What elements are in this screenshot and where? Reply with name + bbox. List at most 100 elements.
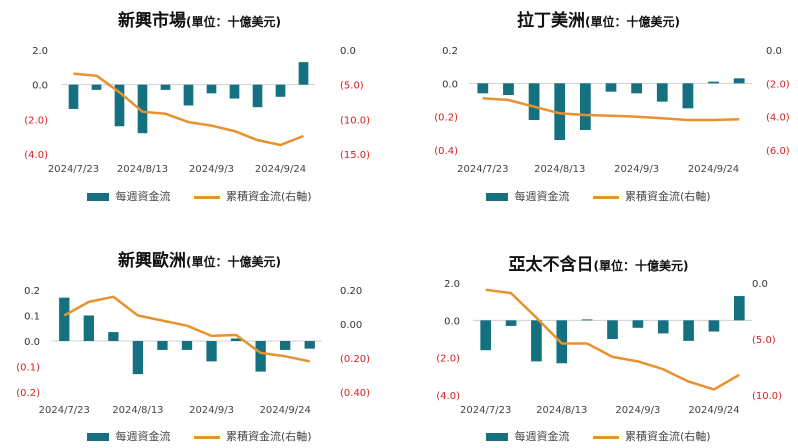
chart-legend: 每週資金流 累積資金流(右軸)	[0, 428, 399, 444]
x-axis-tick-label: 2024/7/23	[39, 405, 90, 416]
x-axis-tick-label: 2024/7/23	[48, 164, 99, 175]
chart-title-unit: (單位：十億美元)	[593, 259, 689, 273]
weekly-flow-bar	[733, 296, 745, 321]
legend-label-cumulative: 累積資金流(右軸)	[624, 190, 711, 203]
weekly-flow-bar	[181, 341, 193, 350]
cumulative-flow-line	[63, 295, 310, 363]
right-axis-tick-label: 0.0	[766, 46, 782, 57]
weekly-flow-bar	[607, 320, 618, 339]
weekly-flow-bar	[137, 84, 148, 134]
left-axis-tick-label: 0.0	[32, 81, 48, 92]
weekly-flow-bar	[657, 320, 669, 334]
cumulative-flow-line	[482, 97, 740, 122]
left-axis-tick-label: (0.2)	[434, 113, 458, 124]
weekly-flow-bar	[528, 83, 540, 120]
legend-item-cumulative: 累積資金流(右軸)	[193, 428, 312, 444]
legend-item-weekly: 每週資金流	[87, 428, 170, 444]
legend-item-weekly: 每週資金流	[486, 188, 569, 204]
chart-title-unit: (單位：十億美元)	[585, 15, 680, 29]
right-axis-tick-label: (5.0)	[752, 335, 776, 346]
weekly-flow-bar	[631, 83, 643, 94]
right-axis-tick-label: 0.0	[752, 279, 768, 290]
x-axis-tick-label: 2024/8/13	[536, 405, 587, 416]
right-axis-tick-label: 0.00	[340, 320, 362, 331]
weekly-flow-bar	[505, 320, 517, 326]
weekly-flow-bar	[83, 315, 94, 341]
chart-svg-emea: 0.2 0.1 0.0 (0.1) (0.2) 0.20 0.00 (0.20) (0.40) 2…	[16, 286, 370, 416]
x-axis-tick-label: 2024/7/23	[457, 164, 508, 175]
left-axis-tick-label: (0.1)	[16, 363, 40, 374]
left-axis-tick-label: (2.0)	[24, 115, 48, 126]
right-axis-tick-label: (5.0)	[340, 81, 364, 92]
chart-panel-apac: 亞太不含日(單位：十億美元) 2.0 0.0 (2.0) (4.0) 0.0 (5.0) (…	[399, 224, 798, 448]
legend-label-weekly: 每週資金流	[514, 190, 570, 203]
legend-swatch-line	[592, 435, 619, 439]
weekly-flow-bar	[280, 341, 291, 350]
x-axis-tick-label: 2024/9/24	[255, 164, 306, 175]
legend-item-cumulative: 累積資金流(右軸)	[193, 188, 312, 204]
x-axis-tick-label: 2024/9/24	[688, 164, 739, 175]
weekly-flow-bar	[531, 320, 542, 362]
legend-item-weekly: 每週資金流	[486, 428, 569, 444]
weekly-flow-bar	[206, 84, 217, 94]
legend-swatch-line	[592, 195, 619, 199]
right-axis-tick-label: (15.0)	[340, 150, 370, 161]
legend-label-cumulative: 累積資金流(右軸)	[225, 430, 312, 443]
weekly-flow-bar	[252, 84, 263, 108]
x-axis-tick-label: 2024/9/24	[260, 405, 311, 416]
weekly-flow-bar	[206, 341, 217, 362]
chart-panel-emea: 新興歐洲(單位：十億美元) 0.2 0.1 0.0 (0.1) (0.2) 0.20 0.0…	[0, 224, 399, 448]
cumulative-flow-line	[73, 72, 304, 147]
left-axis-tick-label: 0.0	[24, 337, 40, 348]
right-axis-tick-label: (0.40)	[340, 388, 370, 399]
weekly-flow-bar	[579, 83, 591, 130]
left-axis-tick-label: (0.4)	[434, 146, 458, 157]
chart-svg-latam: 0.2 0.0 (0.2) (0.4) 0.0 (2.0) (4.0) (6.0) 2024/7…	[434, 46, 790, 175]
weekly-flow-bar	[229, 84, 240, 99]
chart-svg-apac: 2.0 0.0 (2.0) (4.0) 0.0 (5.0) (10.0) 2024/7/23 2…	[436, 279, 782, 416]
legend-item-cumulative: 累積資金流(右軸)	[592, 428, 711, 444]
weekly-flow-bar	[304, 341, 315, 349]
x-axis-tick-label: 2024/7/23	[460, 405, 511, 416]
chart-title: 新興市場(單位：十億美元)	[0, 6, 399, 31]
left-axis-tick-label: (4.0)	[436, 391, 460, 402]
weekly-flow-bar	[108, 332, 119, 341]
chart-panel-latam: 拉丁美洲(單位：十億美元) 0.2 0.0 (0.2) (0.4) 0.0 (2.0) (4…	[399, 0, 798, 224]
left-axis-tick-label: 0.0	[444, 316, 460, 327]
chart-panel-em: 新興市場(單位：十億美元) 2.0 0.0 (2.0) (4.0) 0.0 (5.0) (1…	[0, 0, 399, 224]
chart-title: 拉丁美洲(單位：十億美元)	[399, 6, 798, 31]
weekly-flow-bar	[160, 84, 171, 90]
left-axis-tick-label: 2.0	[444, 279, 460, 290]
left-axis-tick-label: 0.2	[442, 46, 458, 57]
left-axis-tick-label: (4.0)	[24, 150, 48, 161]
x-axis-tick-label: 2024/9/3	[189, 164, 234, 175]
chart-legend: 每週資金流 累積資金流(右軸)	[399, 428, 798, 444]
weekly-flow-bar	[157, 341, 168, 350]
weekly-flow-bar	[605, 83, 617, 92]
left-axis-tick-label: 0.1	[24, 312, 40, 323]
legend-label-cumulative: 累積資金流(右軸)	[624, 430, 711, 443]
weekly-flow-bar	[656, 83, 668, 102]
weekly-flow-bar	[114, 84, 125, 127]
weekly-flow-bar	[682, 83, 694, 109]
weekly-flow-bar	[554, 83, 566, 140]
weekly-flow-bar	[132, 341, 144, 375]
weekly-flow-bar	[733, 78, 745, 84]
legend-item-weekly: 每週資金流	[87, 188, 170, 204]
chart-legend: 每週資金流 累積資金流(右軸)	[0, 188, 399, 204]
legend-swatch-bar	[486, 433, 509, 441]
right-axis-tick-label: (10.0)	[752, 391, 782, 402]
legend-swatch-bar	[486, 193, 509, 201]
chart-svg-em: 2.0 0.0 (2.0) (4.0) 0.0 (5.0) (10.0) (15.0) 2024…	[24, 46, 370, 175]
left-axis-tick-label: (0.2)	[16, 388, 40, 399]
weekly-flow-bar	[255, 341, 266, 372]
weekly-flow-bar	[91, 84, 102, 90]
weekly-flow-bar	[480, 320, 492, 351]
chart-title-main: 新興歐洲	[118, 251, 186, 271]
legend-item-cumulative: 累積資金流(右軸)	[592, 188, 711, 204]
weekly-flow-bar	[230, 338, 242, 341]
chart-title: 亞太不含日(單位：十億美元)	[399, 250, 798, 275]
cumulative-flow-line	[485, 288, 740, 391]
left-axis-tick-label: 0.0	[442, 79, 458, 90]
legend-label-weekly: 每週資金流	[115, 190, 171, 203]
